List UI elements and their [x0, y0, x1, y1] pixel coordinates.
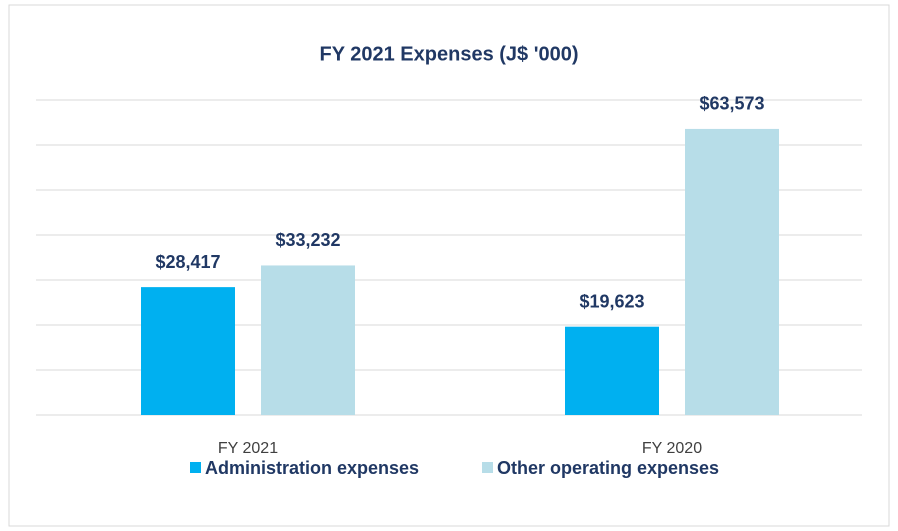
bar — [685, 128, 779, 415]
legend-label: Other operating expenses — [497, 458, 719, 478]
value-label: $33,232 — [275, 230, 340, 250]
bar — [141, 287, 235, 415]
x-tick-label: FY 2020 — [642, 440, 702, 457]
value-label: $63,573 — [699, 94, 764, 114]
value-label: $28,417 — [155, 252, 220, 272]
x-tick-label: FY 2021 — [218, 440, 278, 457]
bar — [565, 326, 659, 415]
legend-label: Administration expenses — [205, 458, 419, 478]
chart-title: FY 2021 Expenses (J$ '000) — [320, 43, 579, 65]
bar — [261, 265, 355, 415]
legend-swatch — [482, 462, 493, 473]
value-label: $19,623 — [579, 291, 644, 311]
legend-swatch — [190, 462, 201, 473]
